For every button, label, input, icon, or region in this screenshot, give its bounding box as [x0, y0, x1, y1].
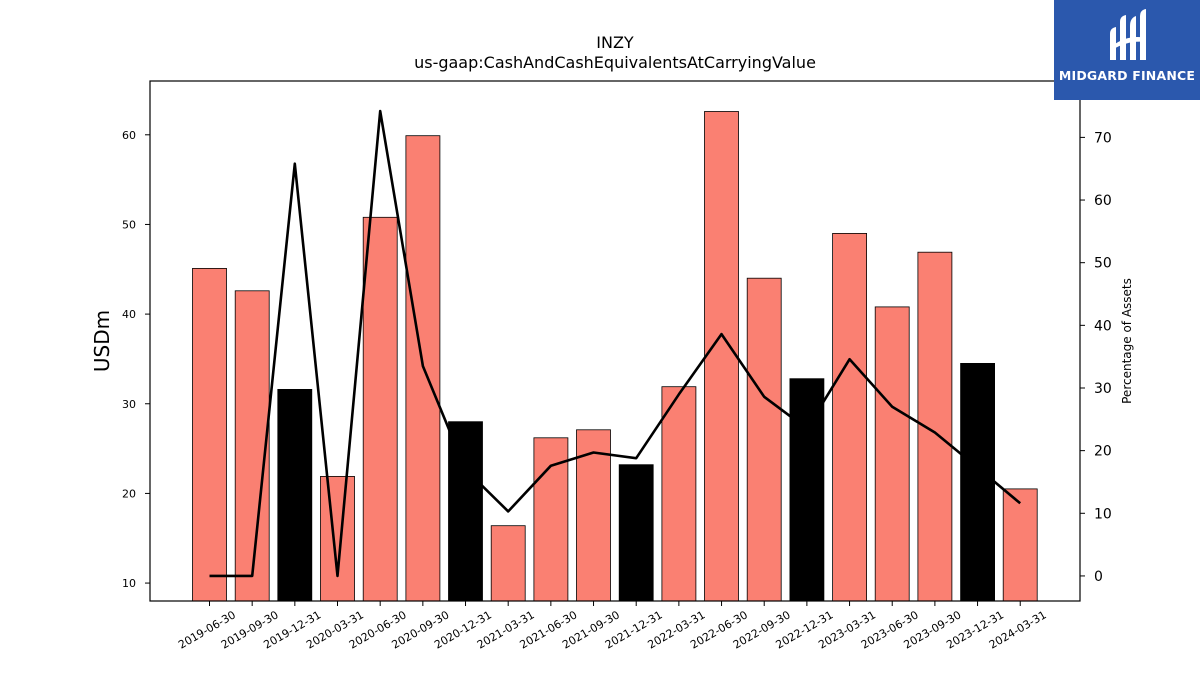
chart-subtitle: us-gaap:CashAndCashEquivalentsAtCarrying…: [414, 53, 816, 72]
y2-tick-label-60: 60: [1094, 193, 1112, 209]
y2-tick-label-30: 30: [1094, 381, 1112, 397]
bar-2024-03-31: [1002, 488, 1038, 602]
y-tick-label-60: 60: [122, 129, 136, 142]
y-tick-label-50: 50: [122, 218, 136, 231]
y2-tick-label-50: 50: [1094, 256, 1112, 272]
bar-2021-12-31: [618, 464, 654, 602]
chart-title: INZY: [596, 33, 634, 52]
bar-2023-03-31: [832, 232, 867, 602]
bar-2019-09-30: [234, 290, 270, 602]
bar-2021-09-30: [576, 429, 611, 602]
y-tick-label-20: 20: [122, 487, 136, 500]
brand-name: MIDGARD FINANCE: [1058, 68, 1196, 83]
y2-tick-label-20: 20: [1094, 444, 1112, 460]
brand-logo: MIDGARD FINANCE: [1054, 0, 1200, 100]
bars-layer: [192, 111, 1038, 602]
bar-2020-06-30: [362, 216, 398, 602]
percentage-line: [209, 109, 1022, 578]
bar-2023-12-31: [960, 362, 995, 602]
bar-2019-12-31: [277, 388, 313, 602]
plot-frame: [149, 80, 1081, 602]
bar-2020-03-31: [320, 475, 355, 602]
bar-2021-03-31: [490, 525, 526, 602]
bar-2022-03-31: [661, 386, 697, 602]
bar-2022-12-31: [789, 378, 825, 602]
y2-tick-label-10: 10: [1094, 506, 1112, 522]
y-tick-label-40: 40: [122, 308, 136, 321]
y2-tick-label-40: 40: [1094, 318, 1112, 334]
y2-axis-label: Percentage of Assets: [1120, 278, 1134, 404]
line-layer: [209, 109, 1022, 578]
bar-2022-06-30: [704, 111, 739, 602]
bar-2020-12-31: [448, 421, 483, 602]
y2-tick-label-70: 70: [1094, 130, 1112, 146]
bar-2019-06-30: [192, 267, 227, 602]
y-tick-label-10: 10: [122, 577, 136, 590]
y2-tick-label-0: 0: [1094, 569, 1103, 585]
midgard-logo-icon: [1110, 9, 1146, 60]
bar-2022-09-30: [746, 277, 782, 602]
bar-2023-06-30: [874, 306, 910, 602]
y-tick-label-30: 30: [122, 398, 136, 411]
y-axis-label: USDm: [90, 310, 114, 372]
